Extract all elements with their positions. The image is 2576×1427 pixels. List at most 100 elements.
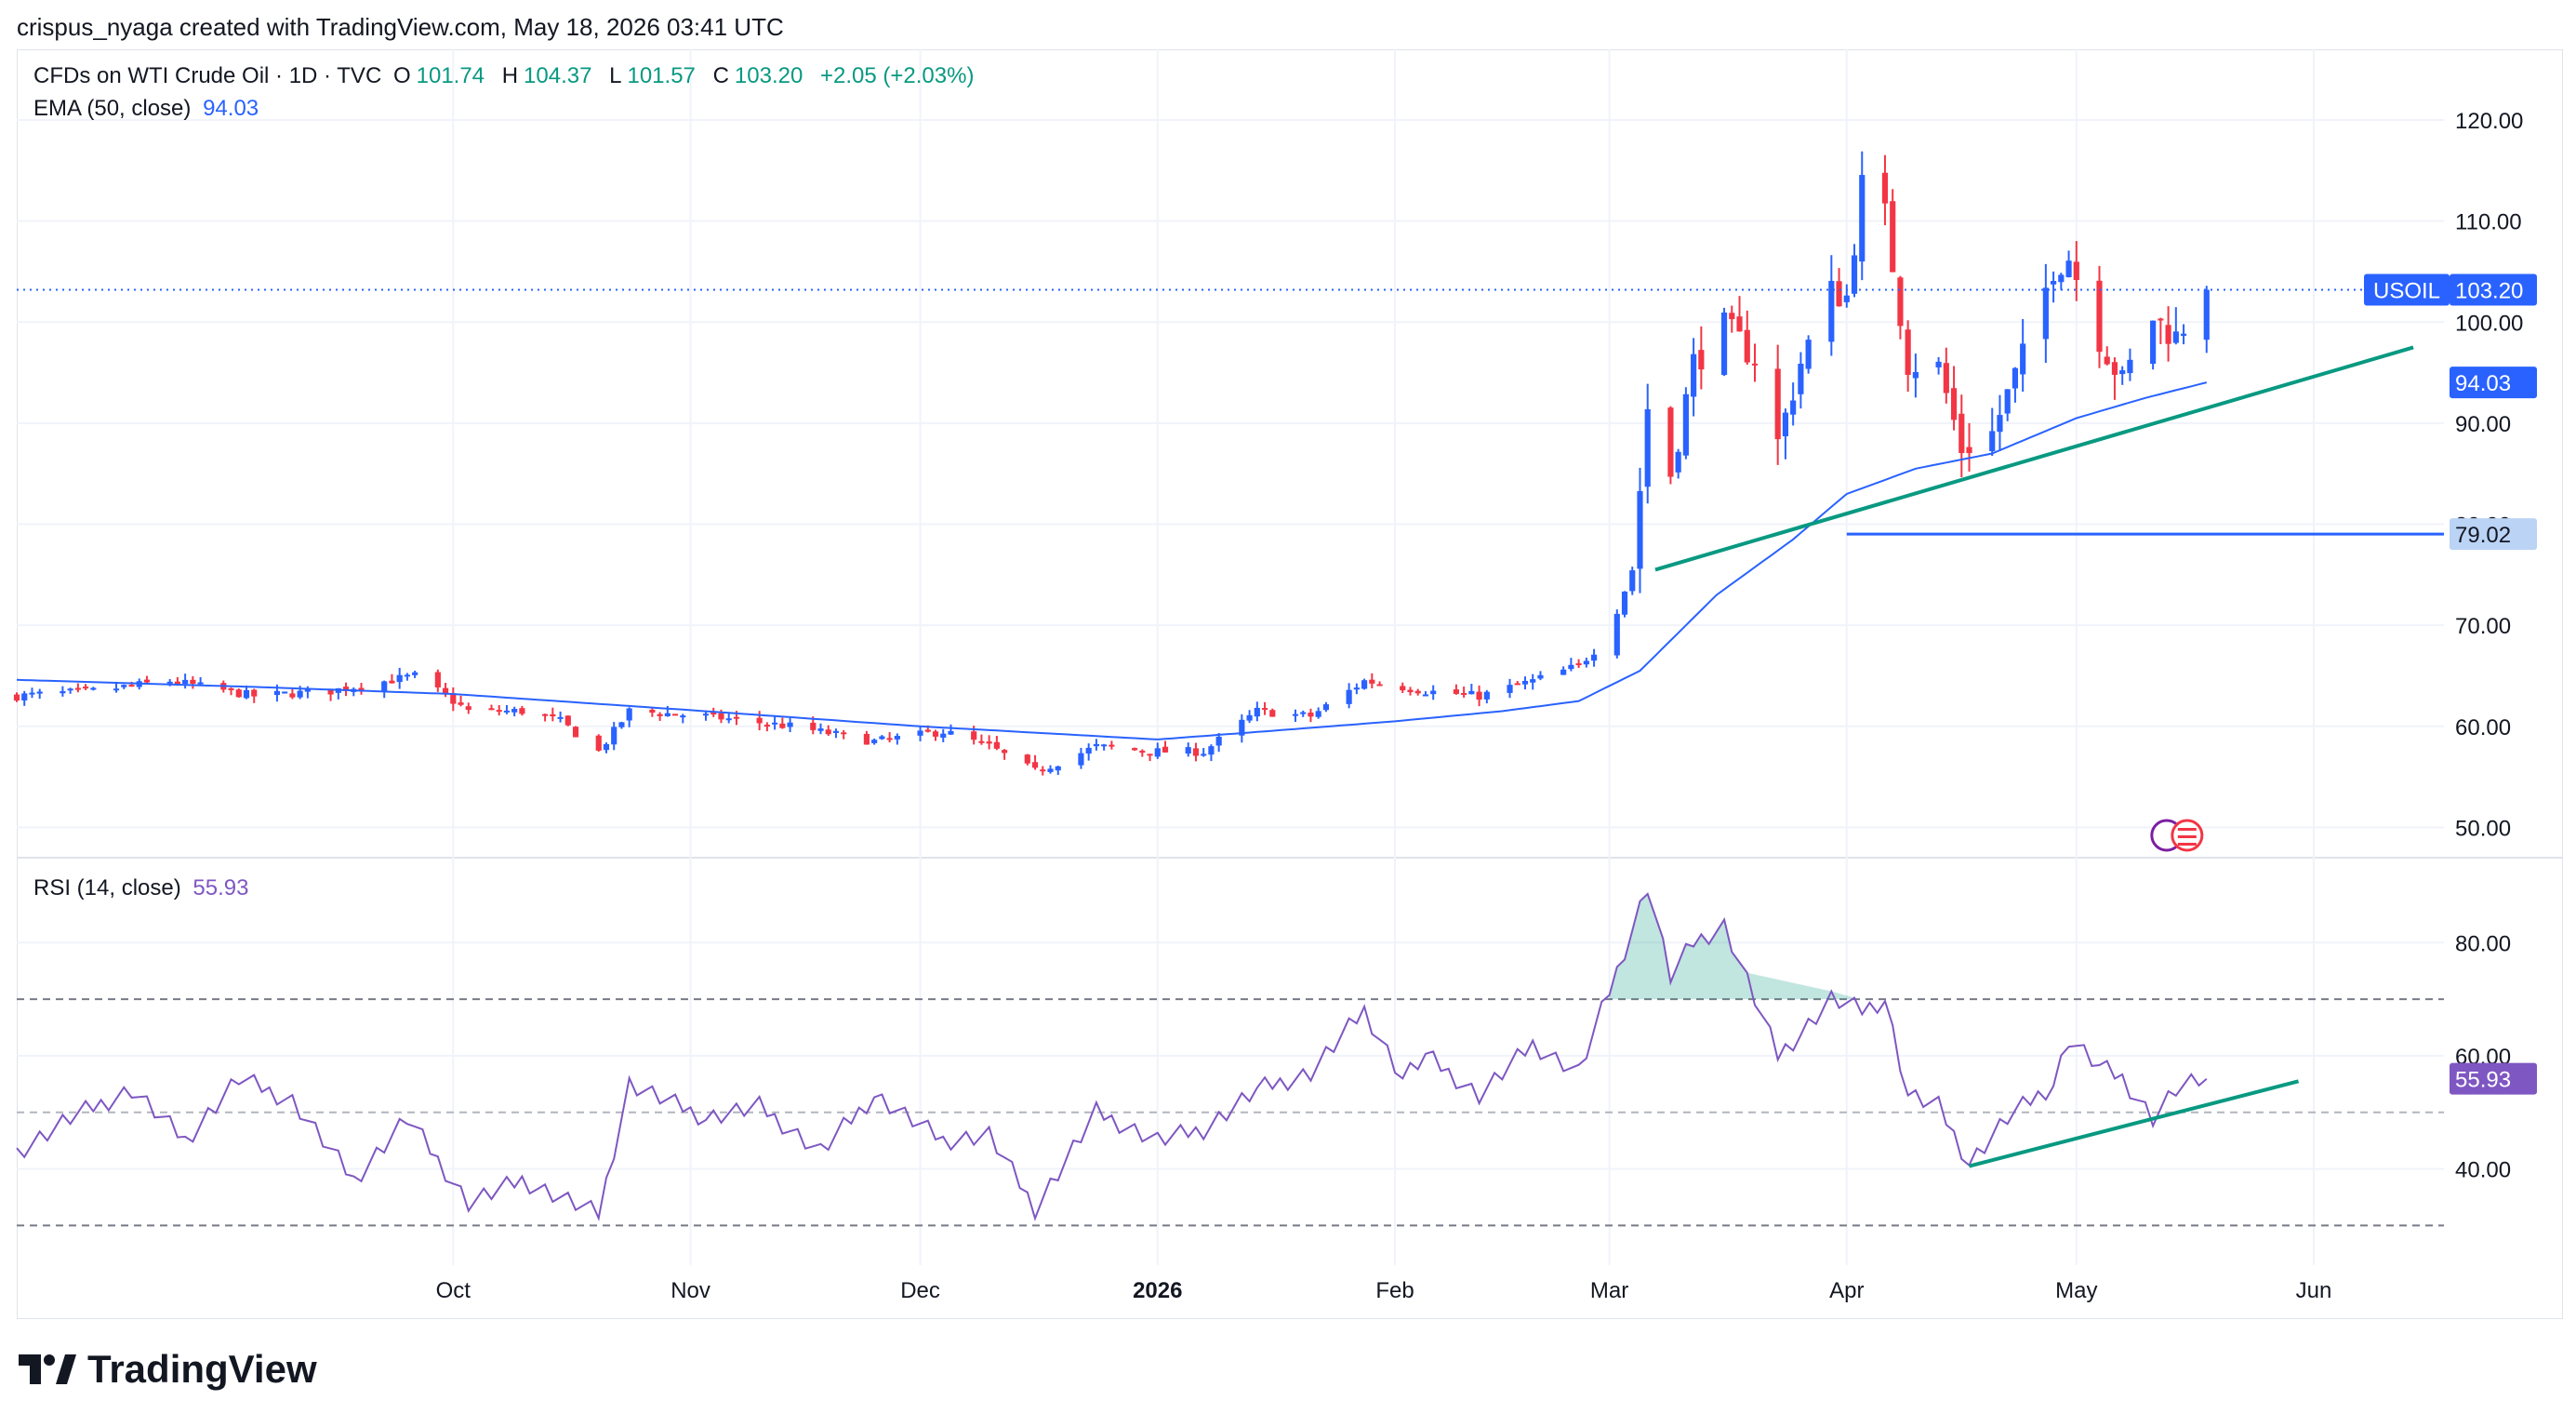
candle-body[interactable] — [993, 741, 1000, 749]
candle-body[interactable] — [2065, 260, 2072, 277]
candle-body[interactable] — [917, 730, 923, 736]
candle-body[interactable] — [1093, 743, 1100, 747]
candle-body[interactable] — [2111, 362, 2118, 375]
candle-body[interactable] — [871, 740, 878, 743]
tradingview-logo[interactable]: TradingView — [19, 1347, 317, 1392]
candle-body[interactable] — [243, 689, 250, 699]
candle-body[interactable] — [1881, 172, 1889, 204]
candle-body[interactable] — [1828, 280, 1835, 342]
candle-body[interactable] — [1239, 719, 1245, 736]
candle-body[interactable] — [1943, 363, 1949, 393]
candle-body[interactable] — [680, 715, 686, 718]
rsi-trendline[interactable] — [1969, 1079, 2300, 1168]
candle-body[interactable] — [1407, 689, 1414, 693]
candle-body[interactable] — [1002, 750, 1008, 754]
candle-body[interactable] — [1950, 388, 1958, 420]
candle-body[interactable] — [166, 681, 173, 684]
candle-body[interactable] — [1369, 679, 1375, 684]
candle-body[interactable] — [1905, 329, 1911, 375]
candle-body[interactable] — [1085, 747, 1092, 754]
candle-body[interactable] — [1698, 350, 1705, 370]
candle-body[interactable] — [2127, 359, 2133, 374]
candle-body[interactable] — [787, 722, 793, 727]
candle-body[interactable] — [1185, 747, 1191, 754]
candle-body[interactable] — [1959, 413, 1965, 453]
candle-body[interactable] — [396, 674, 403, 683]
candle-body[interactable] — [1720, 312, 1728, 376]
candle-body[interactable] — [2012, 367, 2019, 389]
candle-body[interactable] — [1644, 408, 1651, 487]
candle-body[interactable] — [2104, 356, 2110, 365]
candle-body[interactable] — [1346, 689, 1352, 704]
candle-body[interactable] — [710, 713, 717, 715]
candle-body[interactable] — [465, 706, 471, 711]
candle-body[interactable] — [940, 733, 947, 738]
candle-body[interactable] — [1047, 768, 1054, 772]
candle-body[interactable] — [113, 688, 120, 691]
candle-body[interactable] — [121, 685, 127, 687]
candle-body[interactable] — [1583, 660, 1589, 665]
candle-body[interactable] — [718, 713, 724, 720]
candle-body[interactable] — [1308, 713, 1314, 717]
candle-body[interactable] — [228, 687, 234, 690]
candle-body[interactable] — [971, 731, 977, 740]
candle-body[interactable] — [1476, 691, 1482, 700]
candle-body[interactable] — [841, 732, 847, 735]
candle-body[interactable] — [924, 729, 931, 732]
candle-body[interactable] — [1468, 690, 1475, 695]
candle-body[interactable] — [1805, 340, 1812, 369]
candle-body[interactable] — [626, 708, 632, 721]
candle-body[interactable] — [1353, 687, 1360, 690]
candle-body[interactable] — [1521, 680, 1529, 685]
candle-body[interactable] — [1154, 748, 1161, 757]
candle-body[interactable] — [1997, 415, 2003, 433]
candle-body[interactable] — [1530, 679, 1536, 683]
candle-body[interactable] — [297, 690, 303, 698]
candle-body[interactable] — [381, 681, 388, 692]
candle-body[interactable] — [251, 689, 258, 697]
candle-body[interactable] — [832, 730, 840, 733]
candle-body[interactable] — [886, 738, 893, 740]
candle-body[interactable] — [1322, 704, 1330, 711]
candle-body[interactable] — [1912, 371, 1919, 379]
candle-body[interactable] — [1453, 689, 1459, 694]
candle-body[interactable] — [83, 687, 89, 689]
candle-body[interactable] — [1131, 748, 1138, 751]
candle-body[interactable] — [2051, 280, 2057, 285]
candle-body[interactable] — [1989, 431, 1996, 452]
candle-body[interactable] — [404, 674, 410, 677]
candle-body[interactable] — [779, 723, 786, 728]
candle-body[interactable] — [1269, 710, 1276, 717]
candle-body[interactable] — [1192, 748, 1200, 756]
candle-body[interactable] — [458, 702, 464, 705]
candle-body[interactable] — [412, 672, 418, 675]
candle-body[interactable] — [304, 688, 311, 692]
candle-body[interactable] — [1414, 690, 1421, 694]
candle-body[interactable] — [1101, 744, 1108, 747]
candle-body[interactable] — [1798, 363, 1804, 394]
candle-body[interactable] — [1254, 707, 1260, 717]
candle-body[interactable] — [67, 688, 73, 691]
candle-body[interactable] — [1139, 751, 1146, 754]
price-trendline[interactable] — [1654, 345, 2414, 572]
candle-body[interactable] — [2042, 287, 2049, 340]
candle-body[interactable] — [450, 694, 457, 704]
candle-body[interactable] — [503, 710, 511, 713]
candle-body[interactable] — [1691, 353, 1697, 397]
candle-body[interactable] — [1859, 175, 1866, 262]
candle-body[interactable] — [671, 714, 679, 716]
candle-body[interactable] — [611, 727, 617, 745]
candle-body[interactable] — [2073, 261, 2079, 280]
candle-body[interactable] — [60, 691, 66, 694]
candle-body[interactable] — [342, 687, 350, 691]
candle-body[interactable] — [1782, 412, 1789, 436]
candle-body[interactable] — [434, 672, 441, 687]
candle-body[interactable] — [327, 688, 334, 695]
symbol-title[interactable]: CFDs on WTI Crude Oil · 1D · TVC — [33, 63, 382, 88]
candle-body[interactable] — [2150, 320, 2157, 365]
candle-body[interactable] — [557, 716, 564, 719]
candle-body[interactable] — [1422, 694, 1429, 697]
candle-body[interactable] — [442, 687, 449, 694]
candle-body[interactable] — [1040, 769, 1046, 772]
